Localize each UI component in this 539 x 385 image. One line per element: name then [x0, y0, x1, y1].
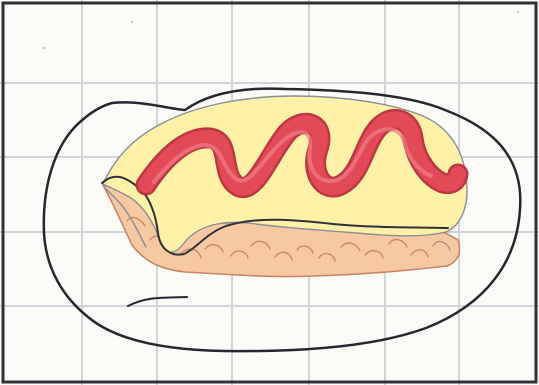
ketchup-highlight: [152, 127, 433, 184]
plate-lower-stroke: [127, 296, 188, 307]
rice-color-wash: [101, 187, 459, 277]
ketchup-drizzle: [138, 111, 466, 196]
plate-outline: [42, 87, 522, 353]
paper-specks: [42, 10, 520, 50]
